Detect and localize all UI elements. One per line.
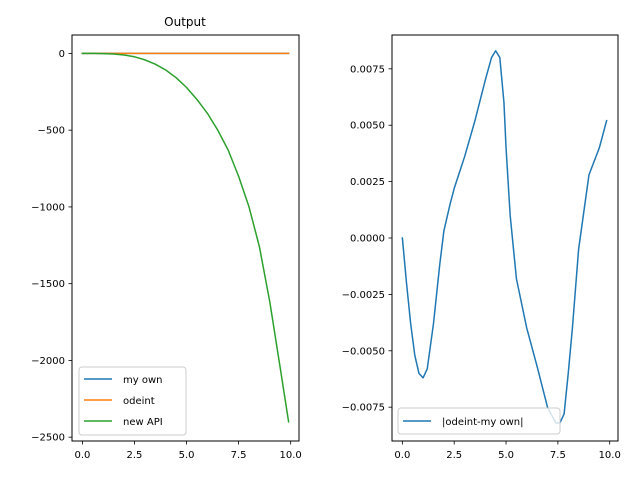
left-chart-legend-label-1: odeint [123, 396, 155, 407]
left-chart-series-line-2 [81, 52, 290, 423]
right-chart-y-tick-label: −0.0025 [342, 290, 385, 301]
right-chart-x-tick-label: 7.5 [550, 450, 566, 461]
left-chart-y-tick-label: −500 [38, 126, 65, 137]
left-chart-x-tick-label: 10.0 [280, 450, 302, 461]
right-chart-series-line-0 [401, 50, 608, 424]
left-chart-y-tick-label: −2500 [31, 433, 65, 444]
right-chart-x-tick-label: 5.0 [498, 450, 514, 461]
right-chart-x-tick-label: 0.0 [394, 450, 410, 461]
right-chart-x-axis: 0.0 2.5 5.0 7.5 10.0 [394, 441, 621, 461]
right-chart-legend-box [397, 407, 561, 435]
left-chart-legend-box [78, 366, 187, 436]
right-chart-y-tick-label: 0.0075 [350, 64, 385, 75]
left-chart-x-tick-label: 0.0 [74, 450, 90, 461]
right-chart-legend: |odeint-my own| [397, 407, 561, 435]
left-chart-panel: Output 0.0 2.5 5.0 7.5 10.0 0 −500 −1000 −1500 −… [31, 15, 302, 461]
right-chart-x-tick-label: 2.5 [446, 450, 462, 461]
left-chart-x-axis: 0.0 2.5 5.0 7.5 10.0 [74, 441, 302, 461]
left-chart-x-tick-label: 7.5 [231, 450, 247, 461]
right-chart-y-axis: 0.0075 0.0050 0.0025 0.0000 −0.0025 −0.0050 −0… [342, 64, 392, 414]
right-chart-x-tick-label: 10.0 [599, 450, 621, 461]
left-chart-lines [81, 52, 290, 423]
left-chart-legend-label-2: new API [123, 417, 163, 428]
left-chart-y-tick-label: −1500 [31, 279, 65, 290]
right-chart-y-tick-label: 0.0025 [350, 177, 385, 188]
left-chart-y-axis: 0 −500 −1000 −1500 −2000 −2500 [31, 49, 72, 444]
left-chart-legend: my own odeint new API [78, 366, 187, 436]
left-chart-x-tick-label: 2.5 [127, 450, 143, 461]
right-chart-y-tick-label: 0.0000 [350, 234, 385, 245]
right-chart-panel: 0.0 2.5 5.0 7.5 10.0 0.0075 0.0050 0.0025 0.000… [342, 34, 621, 461]
left-chart-legend-label-0: my own [123, 375, 162, 386]
left-chart-y-tick-label: 0 [59, 49, 65, 60]
right-chart-lines [401, 50, 608, 424]
left-chart-y-tick-label: −1000 [31, 202, 65, 213]
right-chart-y-tick-label: −0.0075 [342, 403, 385, 414]
left-chart-x-tick-label: 5.0 [179, 450, 195, 461]
right-chart-y-tick-label: −0.0050 [342, 346, 385, 357]
left-chart-y-tick-label: −2000 [31, 356, 65, 367]
left-chart-title: Output [164, 15, 206, 29]
left-chart-frame [71, 34, 300, 442]
right-chart-legend-label-0: |odeint-my own| [442, 417, 523, 428]
right-chart-y-tick-label: 0.0050 [350, 121, 385, 132]
